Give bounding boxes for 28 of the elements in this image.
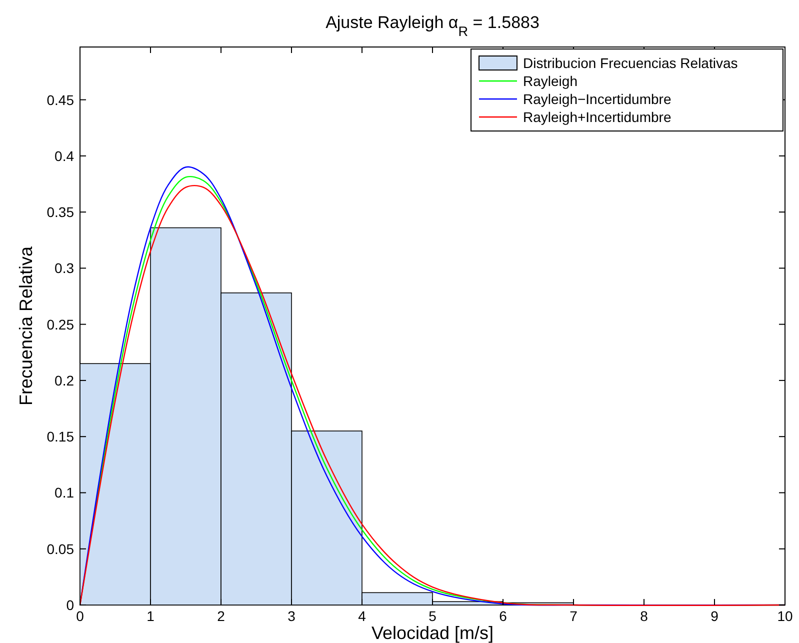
y-tick-label: 0.4 bbox=[54, 148, 74, 164]
x-tick-label: 0 bbox=[76, 608, 84, 624]
legend-label: Distribucion Frecuencias Relativas bbox=[523, 55, 738, 71]
y-tick-label: 0.2 bbox=[54, 372, 74, 388]
y-tick-label: 0.45 bbox=[46, 92, 74, 108]
x-tick-label: 5 bbox=[428, 608, 437, 624]
y-tick-label: 0.25 bbox=[46, 316, 74, 332]
x-tick-label: 6 bbox=[499, 608, 508, 624]
y-tick-label: 0.3 bbox=[54, 260, 74, 276]
legend-label: Rayleigh+Incertidumbre bbox=[523, 109, 672, 125]
legend-label: Rayleigh bbox=[523, 73, 578, 89]
x-tick-label: 2 bbox=[217, 608, 226, 624]
x-tick-label: 7 bbox=[570, 608, 578, 624]
legend-label: Rayleigh−Incertidumbre bbox=[523, 91, 672, 107]
x-tick-label: 8 bbox=[640, 608, 648, 624]
y-axis-title: Frecuencia Relativa bbox=[16, 245, 36, 406]
x-tick-label: 10 bbox=[777, 608, 793, 624]
y-tick-label: 0.35 bbox=[46, 204, 74, 220]
x-tick-label: 3 bbox=[288, 608, 296, 624]
y-tick-label: 0.15 bbox=[46, 428, 74, 445]
x-tick-label: 1 bbox=[146, 608, 155, 624]
x-axis-title: Velocidad [m/s] bbox=[371, 623, 494, 643]
y-tick-label: 0 bbox=[66, 597, 74, 613]
y-tick-label: 0.05 bbox=[46, 540, 74, 557]
x-tick-label: 4 bbox=[358, 608, 366, 624]
y-tick-label: 0.1 bbox=[54, 484, 74, 501]
x-tick-label: 9 bbox=[710, 608, 719, 624]
chart-title: Ajuste Rayleigh α$_{R}$ = 1.5883 bbox=[326, 13, 540, 38]
